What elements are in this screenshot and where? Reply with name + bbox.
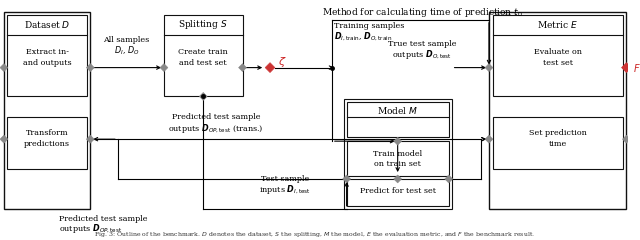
Text: test set: test set bbox=[543, 59, 573, 67]
Text: $\zeta$: $\zeta$ bbox=[278, 55, 286, 69]
Text: Train model: Train model bbox=[373, 150, 422, 158]
Text: on train set: on train set bbox=[374, 160, 421, 168]
Text: time: time bbox=[548, 140, 567, 148]
Bar bbox=[493, 117, 623, 169]
Polygon shape bbox=[86, 135, 94, 143]
Text: and test set: and test set bbox=[179, 59, 227, 67]
Text: Predict for test set: Predict for test set bbox=[360, 187, 436, 195]
Text: outputs $\boldsymbol{D}_{OP,\mathrm{test}}$: outputs $\boldsymbol{D}_{OP,\mathrm{test… bbox=[59, 222, 122, 235]
Bar bbox=[4, 12, 90, 209]
Text: Evaluate on: Evaluate on bbox=[534, 48, 582, 56]
Bar bbox=[493, 15, 623, 96]
Text: True test sample: True test sample bbox=[388, 40, 456, 48]
Text: Method for calculating time of prediction $t_0$: Method for calculating time of predictio… bbox=[322, 6, 523, 19]
Text: Predicted test sample: Predicted test sample bbox=[172, 113, 260, 121]
Text: $F$: $F$ bbox=[634, 62, 640, 74]
Text: Training samples: Training samples bbox=[334, 22, 404, 30]
Polygon shape bbox=[485, 135, 493, 143]
Text: All samples: All samples bbox=[104, 36, 150, 44]
Text: predictions: predictions bbox=[24, 140, 70, 148]
Polygon shape bbox=[160, 64, 168, 72]
Polygon shape bbox=[0, 64, 8, 72]
Text: outputs $\boldsymbol{D}_{OP,\mathrm{test}}$ (trans.): outputs $\boldsymbol{D}_{OP,\mathrm{test… bbox=[168, 122, 264, 135]
Polygon shape bbox=[0, 135, 8, 143]
Polygon shape bbox=[342, 175, 351, 183]
Polygon shape bbox=[199, 92, 207, 100]
Text: $\boldsymbol{D_I}$, $\boldsymbol{D_O}$: $\boldsymbol{D_I}$, $\boldsymbol{D_O}$ bbox=[114, 44, 140, 57]
Polygon shape bbox=[621, 63, 631, 72]
Bar bbox=[7, 15, 88, 96]
Bar bbox=[347, 102, 449, 137]
Bar bbox=[347, 179, 449, 206]
Polygon shape bbox=[394, 137, 401, 145]
Bar bbox=[7, 117, 88, 169]
Polygon shape bbox=[394, 175, 401, 183]
Text: outputs $\boldsymbol{D}_{O,\mathrm{test}}$: outputs $\boldsymbol{D}_{O,\mathrm{test}… bbox=[392, 48, 452, 61]
Text: Extract in-: Extract in- bbox=[26, 48, 68, 56]
Text: and outputs: and outputs bbox=[23, 59, 72, 67]
Polygon shape bbox=[86, 64, 94, 72]
Text: Fig. 3: Outline of the benchmark. $D$ denotes the dataset, $S$ the splitting, $M: Fig. 3: Outline of the benchmark. $D$ de… bbox=[93, 230, 535, 239]
Text: Dataset $D$: Dataset $D$ bbox=[24, 19, 70, 30]
Bar bbox=[347, 141, 449, 176]
Polygon shape bbox=[445, 175, 452, 183]
Polygon shape bbox=[485, 64, 493, 72]
Text: Transform: Transform bbox=[26, 129, 68, 137]
Text: Model $M$: Model $M$ bbox=[377, 105, 418, 116]
Bar bbox=[344, 99, 452, 209]
Polygon shape bbox=[239, 64, 246, 72]
Polygon shape bbox=[623, 64, 630, 72]
Text: $\boldsymbol{D}_{I,\mathrm{train}}$, $\boldsymbol{D}_{O,\mathrm{train}}$: $\boldsymbol{D}_{I,\mathrm{train}}$, $\b… bbox=[334, 31, 392, 43]
Text: Set prediction: Set prediction bbox=[529, 129, 587, 137]
Bar bbox=[489, 12, 627, 209]
Polygon shape bbox=[623, 135, 630, 143]
Text: Create train: Create train bbox=[179, 48, 228, 56]
Polygon shape bbox=[265, 63, 275, 72]
Text: inputs $\boldsymbol{D}_{I,\mathrm{test}}$: inputs $\boldsymbol{D}_{I,\mathrm{test}}… bbox=[259, 183, 310, 196]
Text: Splitting $S$: Splitting $S$ bbox=[179, 18, 228, 31]
Bar bbox=[164, 15, 243, 96]
Text: Test sample: Test sample bbox=[260, 175, 309, 183]
Text: Predicted test sample: Predicted test sample bbox=[59, 215, 147, 223]
Text: Metric $E$: Metric $E$ bbox=[537, 19, 578, 30]
